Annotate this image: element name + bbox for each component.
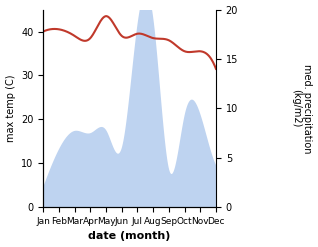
- Y-axis label: max temp (C): max temp (C): [5, 75, 16, 142]
- Y-axis label: med. precipitation
(kg/m2): med. precipitation (kg/m2): [291, 64, 313, 153]
- X-axis label: date (month): date (month): [88, 231, 171, 242]
